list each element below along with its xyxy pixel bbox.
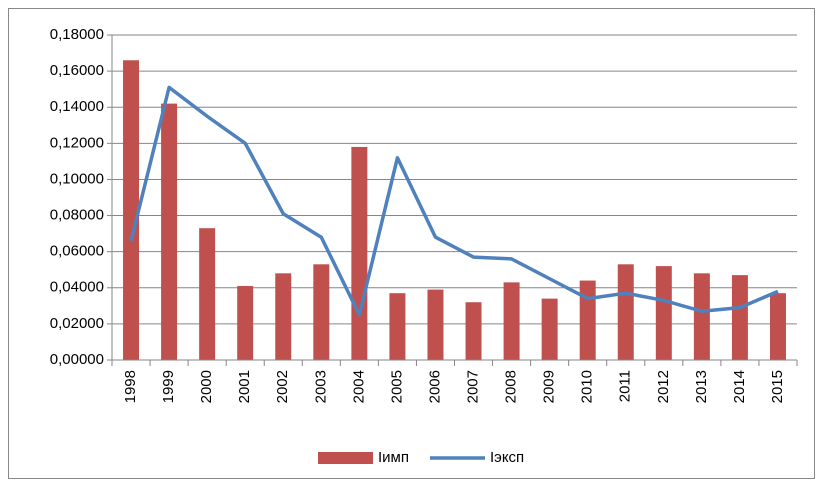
x-tick-label: 2013 <box>693 370 710 403</box>
y-tick-label: 0,14000 <box>50 98 104 115</box>
bar <box>123 60 140 361</box>
x-tick-label: 2012 <box>655 370 672 403</box>
legend-label: Iимп <box>378 449 409 466</box>
bar <box>693 273 710 360</box>
x-tick-label: 2005 <box>388 370 405 403</box>
x-tick-label: 2010 <box>579 370 596 403</box>
y-tick-label: 0,10000 <box>50 170 104 187</box>
bar <box>275 273 292 360</box>
x-tick-label: 1999 <box>160 370 177 403</box>
bar <box>199 228 216 360</box>
legend-label: Iэксп <box>490 449 524 466</box>
y-tick-label: 0,08000 <box>50 207 104 224</box>
bar <box>579 280 596 360</box>
bar <box>237 285 254 360</box>
x-tick-label: 2003 <box>312 370 329 403</box>
bar <box>161 103 178 360</box>
x-tick-label: 2008 <box>503 370 520 403</box>
bar <box>769 293 786 360</box>
bar <box>617 264 634 360</box>
bar <box>465 302 482 360</box>
bar <box>655 266 672 360</box>
y-tick-label: 0,04000 <box>50 279 104 296</box>
x-tick-label: 2000 <box>198 370 215 403</box>
bar <box>351 146 368 360</box>
x-tick-label: 2015 <box>769 370 786 403</box>
bar <box>541 298 558 360</box>
x-tick-label: 2011 <box>617 370 634 402</box>
bar <box>503 282 520 360</box>
bar <box>731 275 748 360</box>
x-tick-label: 2002 <box>274 370 291 403</box>
y-tick-label: 0,02000 <box>50 315 104 332</box>
y-tick-label: 0,00000 <box>50 351 104 368</box>
y-tick-label: 0,12000 <box>50 134 104 151</box>
bar <box>313 264 330 360</box>
x-tick-label: 2006 <box>426 370 443 403</box>
y-tick-label: 0,16000 <box>50 62 104 79</box>
x-tick-label: 2014 <box>731 370 748 403</box>
bar <box>389 293 406 360</box>
x-tick-label: 2007 <box>464 370 481 403</box>
bar <box>427 289 444 360</box>
x-tick-label: 2009 <box>541 370 558 403</box>
y-tick-label: 0,06000 <box>50 243 104 260</box>
x-tick-label: 2004 <box>350 370 367 403</box>
x-tick-label: 2001 <box>236 370 253 403</box>
x-tick-label: 1998 <box>122 370 139 403</box>
y-tick-label: 0,18000 <box>50 26 104 43</box>
chart-frame <box>8 8 815 479</box>
line <box>129 85 779 317</box>
legend-swatch <box>318 452 373 464</box>
